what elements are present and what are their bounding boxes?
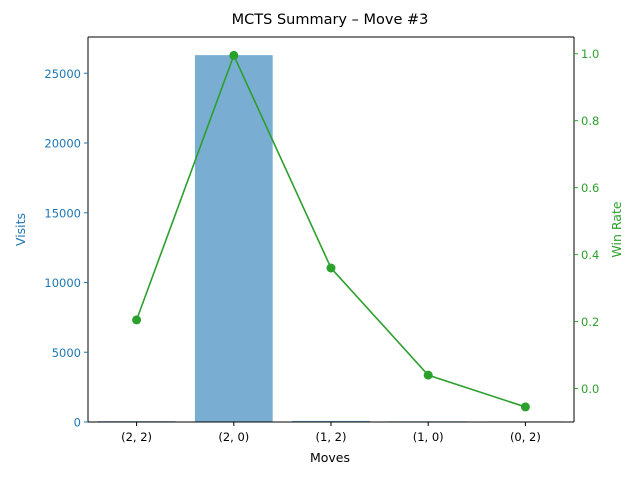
right-y-axis-label: Win Rate	[609, 201, 624, 257]
visits-bar	[194, 55, 273, 422]
left-y-axis-label: Visits	[13, 213, 28, 246]
x-axis-label: Moves	[310, 450, 350, 465]
left-y-tick-label: 25000	[44, 67, 81, 81]
win-rate-point	[229, 50, 239, 60]
x-tick-label: (1, 0)	[413, 430, 444, 444]
right-y-tick-label: 0.6	[581, 181, 599, 195]
right-y-tick-label: 0.0	[581, 382, 599, 396]
left-y-tick-label: 5000	[52, 346, 81, 360]
win-rate-point	[132, 315, 142, 325]
left-y-tick-label: 15000	[44, 206, 81, 220]
visits-bar	[292, 420, 370, 422]
left-y-tick-label: 0	[74, 416, 81, 430]
win-rate-point	[520, 402, 530, 412]
left-y-tick-label: 20000	[44, 137, 81, 151]
right-y-tick-label: 0.8	[581, 114, 599, 128]
right-y-tick-label: 0.2	[581, 315, 599, 329]
x-tick-label: (0, 2)	[510, 430, 541, 444]
right-y-tick-label: 0.4	[581, 248, 599, 262]
x-tick-label: (2, 0)	[218, 430, 249, 444]
chart-title: MCTS Summary – Move #3	[232, 12, 429, 28]
win-rate-point	[423, 370, 433, 380]
x-tick-label: (1, 2)	[316, 430, 347, 444]
right-y-tick-label: 1.0	[581, 47, 599, 61]
x-tick-label: (2, 2)	[121, 430, 152, 444]
win-rate-point	[326, 263, 336, 273]
left-y-tick-label: 10000	[44, 276, 81, 290]
